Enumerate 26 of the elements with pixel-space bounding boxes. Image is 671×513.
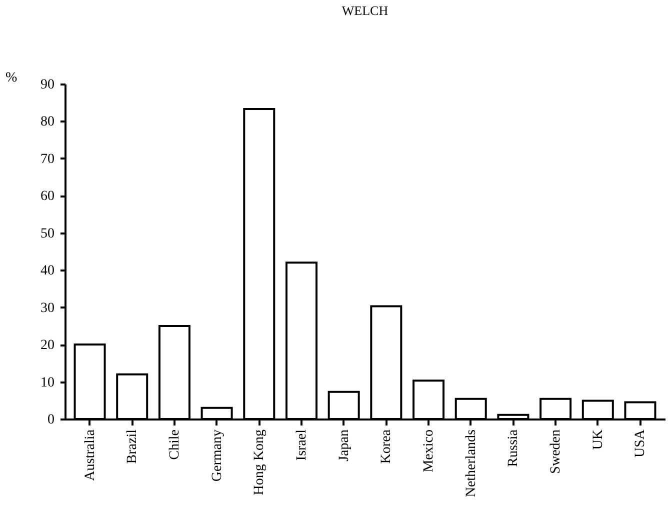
x-tick-label: Germany (210, 430, 225, 482)
x-tick-label: Hong Kong (252, 430, 268, 496)
y-tick-label: 80 (40, 114, 54, 130)
x-tick-label: Australia (82, 428, 98, 481)
y-tick-label: 30 (40, 300, 54, 316)
x-tick-label: Japan (336, 430, 352, 462)
x-tick-label: Korea (379, 428, 394, 464)
y-tick-label: 60 (40, 189, 54, 204)
y-tick-label: 20 (40, 338, 54, 354)
y-tick-label: 40 (40, 264, 54, 279)
y-tick-label: 90 (40, 78, 54, 92)
x-tick-label: Chile (167, 430, 182, 460)
x-tick-label: Russia (506, 428, 522, 467)
x-tick-label: USA (633, 428, 648, 458)
x-tick-label: Brazil (125, 429, 140, 464)
x-tick-label: Mexico (422, 430, 437, 472)
y-tick-label: 70 (40, 152, 54, 167)
y-axis-title: % (6, 70, 18, 86)
x-tick-label: Sweden (548, 430, 564, 474)
y-tick-label: 0 (48, 412, 54, 428)
x-tick-label: UK (590, 430, 606, 450)
chart-title: WELCH (342, 3, 388, 18)
x-tick-label: Netherlands (464, 430, 479, 498)
y-tick-label: 50 (40, 226, 54, 242)
x-tick-label: Israel (294, 429, 310, 461)
y-tick-label: 10 (40, 375, 54, 390)
